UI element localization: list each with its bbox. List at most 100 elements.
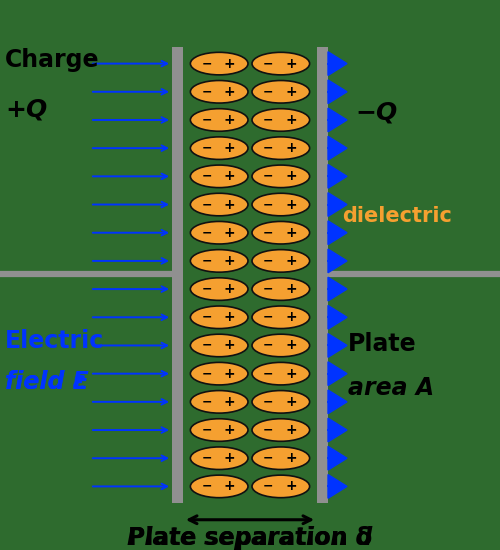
Text: −: − — [202, 57, 212, 70]
Polygon shape — [328, 249, 347, 273]
Polygon shape — [328, 447, 347, 470]
Text: −: − — [263, 339, 274, 352]
Text: −: − — [263, 57, 274, 70]
Text: +: + — [286, 226, 297, 240]
Text: +: + — [224, 57, 235, 70]
Text: −: − — [263, 424, 274, 437]
Text: −: − — [202, 255, 212, 267]
Polygon shape — [328, 334, 347, 358]
Text: −: − — [263, 113, 274, 127]
Text: +Q: +Q — [5, 98, 47, 122]
Text: −: − — [263, 255, 274, 267]
Text: Electric: Electric — [5, 329, 104, 353]
Text: −: − — [202, 480, 212, 493]
Text: +: + — [286, 85, 297, 99]
Ellipse shape — [190, 278, 248, 300]
Text: −Q: −Q — [355, 101, 397, 125]
Text: −: − — [263, 85, 274, 98]
Polygon shape — [328, 221, 347, 245]
Text: +: + — [286, 338, 297, 353]
Ellipse shape — [252, 193, 310, 216]
Text: −: − — [263, 198, 274, 211]
Text: +: + — [286, 310, 297, 324]
Text: +: + — [286, 197, 297, 212]
Polygon shape — [328, 277, 347, 301]
Ellipse shape — [190, 362, 248, 385]
Ellipse shape — [190, 334, 248, 357]
Text: +: + — [286, 57, 297, 70]
Ellipse shape — [190, 137, 248, 159]
Text: +: + — [224, 423, 235, 437]
Ellipse shape — [190, 250, 248, 272]
Text: −: − — [202, 142, 212, 155]
Text: −: − — [263, 480, 274, 493]
Text: −: − — [263, 395, 274, 408]
Text: −: − — [263, 311, 274, 324]
Polygon shape — [328, 362, 347, 386]
Ellipse shape — [190, 475, 248, 498]
Polygon shape — [328, 80, 347, 103]
Text: +: + — [286, 254, 297, 268]
Ellipse shape — [190, 80, 248, 103]
Ellipse shape — [190, 447, 248, 470]
Text: +: + — [286, 395, 297, 409]
Ellipse shape — [252, 250, 310, 272]
Ellipse shape — [252, 52, 310, 75]
Text: +: + — [286, 113, 297, 127]
Text: +: + — [224, 367, 235, 381]
Ellipse shape — [190, 306, 248, 328]
Text: +: + — [224, 254, 235, 268]
Text: −: − — [202, 339, 212, 352]
Ellipse shape — [252, 278, 310, 300]
Polygon shape — [328, 475, 347, 498]
Text: +: + — [224, 338, 235, 353]
Text: +: + — [224, 226, 235, 240]
Ellipse shape — [190, 419, 248, 441]
Ellipse shape — [252, 80, 310, 103]
Ellipse shape — [252, 447, 310, 470]
Ellipse shape — [190, 109, 248, 131]
Polygon shape — [328, 136, 347, 160]
Text: +: + — [224, 85, 235, 99]
Polygon shape — [328, 164, 347, 188]
Polygon shape — [328, 305, 347, 329]
Polygon shape — [328, 390, 347, 414]
Text: +: + — [224, 395, 235, 409]
Text: +: + — [224, 480, 235, 493]
Text: +: + — [286, 169, 297, 183]
Polygon shape — [328, 108, 347, 132]
Text: −: − — [202, 198, 212, 211]
Text: +: + — [224, 113, 235, 127]
Text: +: + — [224, 141, 235, 155]
Ellipse shape — [252, 475, 310, 498]
Ellipse shape — [252, 109, 310, 131]
Ellipse shape — [190, 52, 248, 75]
Text: Plate separation δ: Plate separation δ — [128, 526, 372, 550]
Text: −: − — [202, 452, 212, 465]
Text: +: + — [224, 197, 235, 212]
Text: +: + — [286, 141, 297, 155]
Ellipse shape — [252, 222, 310, 244]
Text: −: − — [202, 226, 212, 239]
Text: field ε: field ε — [5, 370, 86, 394]
Text: +: + — [286, 282, 297, 296]
Text: area A: area A — [348, 376, 434, 400]
Ellipse shape — [252, 390, 310, 413]
Text: −: − — [202, 170, 212, 183]
Text: −: − — [263, 367, 274, 380]
Ellipse shape — [252, 165, 310, 188]
Text: −: − — [202, 85, 212, 98]
Ellipse shape — [252, 306, 310, 328]
Text: +: + — [224, 310, 235, 324]
Text: −: − — [202, 113, 212, 127]
Text: −: − — [202, 424, 212, 437]
Text: +: + — [286, 451, 297, 465]
Text: +: + — [224, 169, 235, 183]
Ellipse shape — [190, 193, 248, 216]
Ellipse shape — [252, 362, 310, 385]
Text: −: − — [202, 395, 212, 408]
Ellipse shape — [190, 165, 248, 188]
Text: +: + — [286, 423, 297, 437]
Text: −: − — [202, 367, 212, 380]
Text: Charge: Charge — [5, 48, 100, 73]
